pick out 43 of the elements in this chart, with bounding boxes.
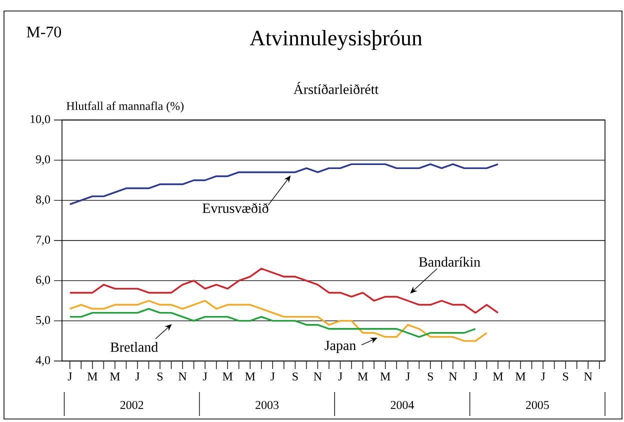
x-tick-label: N bbox=[448, 372, 457, 380]
x-tick-label: M bbox=[358, 372, 368, 380]
chart-title: Atvinnuleysisþróun bbox=[250, 30, 422, 50]
x-tick-label: J bbox=[473, 372, 478, 380]
text: 2005 bbox=[526, 400, 549, 410]
chart-subtitle: Árstíðarleiðrétt bbox=[294, 82, 379, 94]
series-label: Evrusvæðið bbox=[202, 202, 268, 213]
x-tick-label: M bbox=[110, 372, 120, 380]
x-tick-label: S bbox=[563, 372, 568, 381]
x-tick-label: J bbox=[68, 372, 72, 380]
x-tick-label: M bbox=[493, 372, 503, 380]
x-tick-label: J bbox=[338, 372, 342, 380]
x-tick-label: M bbox=[245, 372, 256, 380]
x-tick-label: J bbox=[203, 372, 208, 380]
x-tick-label: J bbox=[406, 372, 410, 380]
x-tick-label: M bbox=[87, 372, 98, 380]
y-tick-label: 6,0 bbox=[36, 276, 50, 286]
text: Bretland bbox=[110, 342, 158, 352]
text: 2002 bbox=[120, 400, 144, 410]
y-axis-title: Hlutfall af mannafla (%) bbox=[66, 102, 184, 112]
x-tick-label: M bbox=[380, 372, 390, 380]
y-tick-label: 7,0 bbox=[36, 236, 50, 246]
y-tick-label: 5,0 bbox=[36, 316, 50, 326]
x-tick-label: S bbox=[157, 372, 163, 381]
x-tick-label: M bbox=[222, 372, 233, 380]
y-tick-label: 9,0 bbox=[36, 155, 50, 166]
y-tick-label: 4,0 bbox=[36, 356, 50, 366]
x-tick-label: N bbox=[178, 372, 187, 380]
x-tick-label: S bbox=[428, 372, 433, 381]
x-tick-label: J bbox=[540, 372, 546, 380]
text: Bandaríkin bbox=[418, 256, 480, 267]
x-tick-label: J bbox=[270, 372, 275, 380]
x-tick-label: N bbox=[314, 372, 322, 380]
x-tick-label: J bbox=[135, 372, 140, 380]
y-tick-label: 10,0 bbox=[30, 115, 50, 125]
series-label: Japan bbox=[324, 340, 356, 353]
text: 2004 bbox=[390, 400, 414, 410]
y-tick-label: 8,0 bbox=[36, 195, 50, 206]
text: 2003 bbox=[256, 400, 279, 410]
x-tick-label: S bbox=[292, 372, 298, 381]
text: M-70 bbox=[26, 26, 62, 38]
x-tick-label: N bbox=[584, 372, 592, 380]
x-tick-label: M bbox=[516, 372, 526, 380]
